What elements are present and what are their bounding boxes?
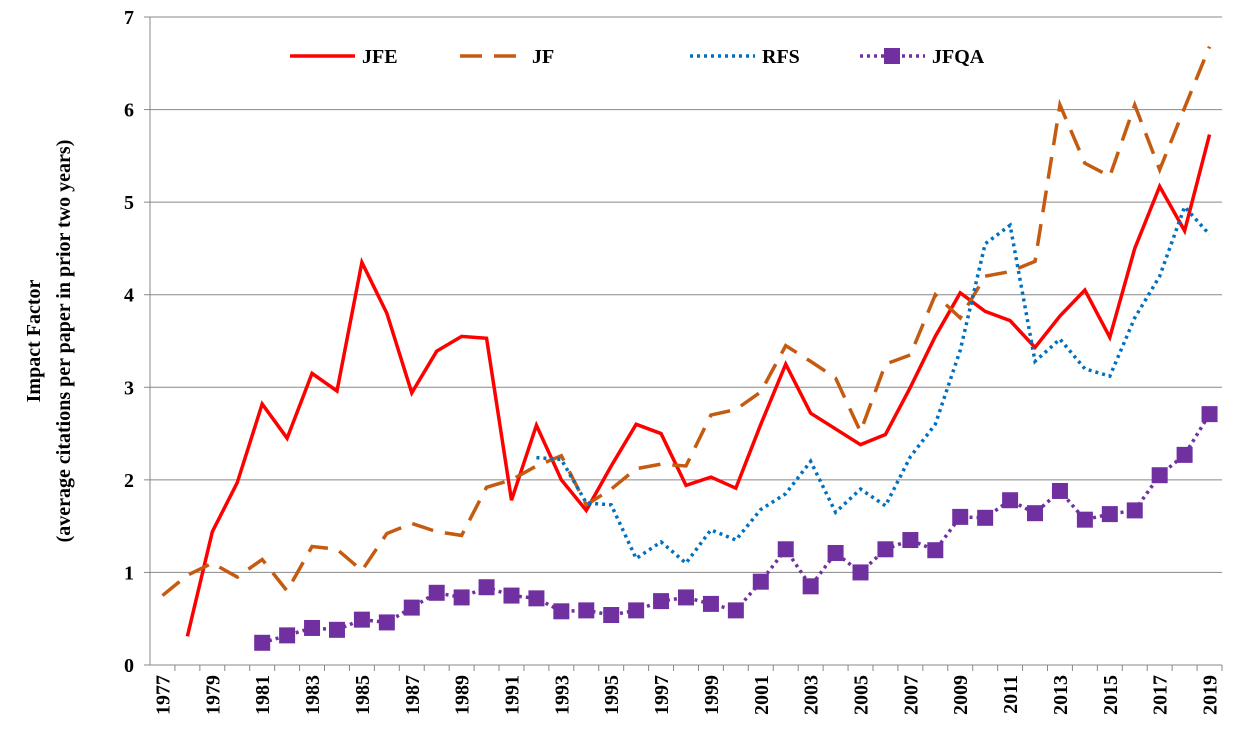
- y-tick-label: 4: [124, 285, 134, 307]
- y-axis-title-line: (average citations per paper in prior tw…: [53, 140, 75, 543]
- x-tick-label: 2017: [1150, 675, 1172, 715]
- legend-marker: [884, 48, 900, 64]
- x-tick-label: 2001: [751, 675, 773, 715]
- marker: [603, 607, 620, 624]
- y-tick-label: 6: [124, 100, 134, 122]
- legend-label: JFE: [362, 46, 398, 68]
- x-tick-label: 1997: [651, 675, 673, 715]
- marker: [852, 564, 869, 581]
- marker: [453, 589, 470, 606]
- x-tick-label: 2005: [851, 675, 873, 715]
- y-tick-label: 1: [124, 562, 134, 584]
- series-line: [185, 134, 1212, 637]
- y-tick-label: 0: [124, 655, 134, 677]
- x-tick-label: 1993: [551, 675, 573, 715]
- x-tick-label: 1983: [302, 675, 324, 715]
- x-tick-label: 1989: [452, 675, 474, 715]
- marker: [752, 573, 769, 590]
- marker: [628, 602, 645, 619]
- marker: [952, 508, 969, 525]
- marker: [403, 599, 420, 616]
- marker: [902, 532, 919, 549]
- marker: [927, 542, 944, 559]
- marker: [827, 544, 844, 561]
- x-tick-label: 1977: [152, 675, 174, 715]
- x-tick-label: 1987: [402, 675, 424, 715]
- marker: [653, 593, 670, 610]
- marker: [428, 584, 445, 601]
- x-tick-label: 1979: [202, 675, 224, 715]
- x-tick-label: 2003: [801, 675, 823, 715]
- x-tick-label: 2011: [1000, 675, 1022, 714]
- marker: [254, 634, 271, 651]
- legend-label: JFQA: [932, 46, 985, 68]
- x-tick-label: 1991: [501, 675, 523, 715]
- marker: [702, 595, 719, 612]
- marker: [328, 621, 345, 638]
- marker: [1051, 482, 1068, 499]
- marker: [1201, 406, 1218, 423]
- y-tick-label: 5: [124, 192, 134, 214]
- marker: [1027, 505, 1044, 522]
- y-tick-label: 2: [124, 470, 134, 492]
- marker: [678, 589, 694, 606]
- marker: [478, 579, 495, 596]
- marker: [1101, 506, 1118, 523]
- x-tick-label: 2013: [1050, 675, 1072, 715]
- marker: [1151, 467, 1168, 484]
- marker: [1176, 446, 1193, 463]
- x-tick-label: 2009: [950, 675, 972, 715]
- y-tick-label: 3: [124, 377, 134, 399]
- legend-label: JF: [532, 46, 554, 68]
- marker: [1002, 492, 1019, 509]
- marker: [578, 602, 595, 619]
- marker: [877, 541, 894, 558]
- x-tick-label: 1981: [252, 675, 274, 715]
- x-tick-label: 1995: [601, 675, 623, 715]
- marker: [503, 587, 520, 604]
- y-axis-title-line: Impact Factor: [23, 280, 45, 403]
- marker: [727, 602, 744, 619]
- marker: [1126, 502, 1143, 519]
- marker: [279, 627, 296, 644]
- marker: [777, 541, 794, 558]
- marker: [802, 578, 819, 595]
- marker: [378, 614, 395, 631]
- legend-label: RFS: [762, 46, 800, 68]
- y-axis-title: Impact Factor (average citations per pap…: [23, 140, 75, 543]
- marker: [304, 619, 321, 636]
- marker: [353, 611, 370, 628]
- marker: [528, 590, 545, 607]
- x-tick-label: 2007: [900, 675, 922, 715]
- x-tick-label: 1985: [352, 675, 374, 715]
- marker: [1076, 511, 1093, 528]
- x-tick-label: 2015: [1100, 675, 1122, 715]
- x-tick-label: 1999: [701, 675, 723, 715]
- series-line: [161, 45, 1212, 597]
- series-line: [536, 203, 1211, 566]
- marker: [553, 603, 570, 620]
- marker: [977, 509, 994, 526]
- x-tick-label: 2019: [1200, 675, 1222, 715]
- y-tick-label: 7: [124, 7, 134, 29]
